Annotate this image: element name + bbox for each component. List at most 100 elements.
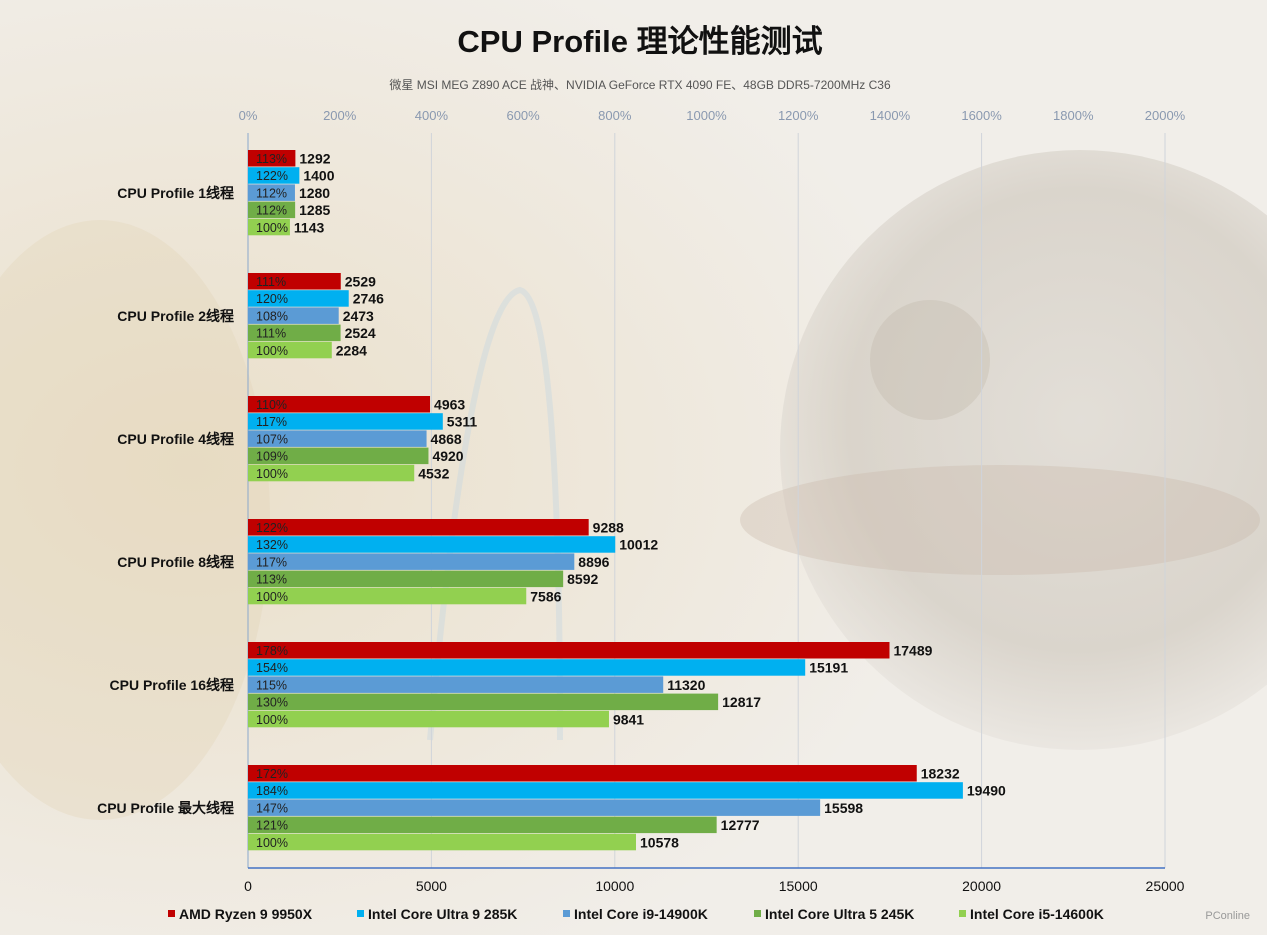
data-label: 11320 xyxy=(667,677,705,693)
top-tick-label: 800% xyxy=(598,108,632,123)
percent-label: 108% xyxy=(256,309,288,323)
data-label: 4532 xyxy=(418,465,449,481)
data-label: 4868 xyxy=(431,431,462,447)
percent-label: 112% xyxy=(256,204,287,218)
percent-label: 112% xyxy=(256,186,287,200)
data-label: 19490 xyxy=(967,783,1006,799)
data-label: 5311 xyxy=(447,414,478,430)
bar xyxy=(248,570,564,588)
top-tick-label: 2000% xyxy=(1145,108,1186,123)
data-label: 9841 xyxy=(613,711,644,727)
legend-swatch xyxy=(754,910,761,917)
bar xyxy=(248,833,637,851)
category-label: CPU Profile 最大线程 xyxy=(97,800,234,816)
data-label: 17489 xyxy=(893,643,932,659)
bar xyxy=(248,290,349,307)
percent-label: 113% xyxy=(256,573,287,587)
top-tick-label: 1600% xyxy=(961,108,1002,123)
top-axis-ticks: 0% 200% 400% 600% 800% 1000% 1200% 1400% 1600% 18… xyxy=(239,108,1186,123)
category-label: CPU Profile 1线程 xyxy=(117,185,234,201)
bar xyxy=(248,307,339,324)
bar xyxy=(248,150,296,167)
data-label: 10012 xyxy=(619,537,658,553)
data-label: 2746 xyxy=(353,291,384,307)
category-labels: CPU Profile 1线程 CPU Profile 2线程 CPU Profil… xyxy=(97,185,234,816)
bars: 113% 1292 122% 1400 112% 1280 112% 1285 100% 1143… xyxy=(248,150,1006,851)
percent-label: 130% xyxy=(256,696,288,710)
top-tick-label: 600% xyxy=(506,108,540,123)
top-tick-label: 1200% xyxy=(778,108,819,123)
top-tick-label: 0% xyxy=(239,108,258,123)
data-label: 10578 xyxy=(640,834,679,850)
category-label: CPU Profile 4线程 xyxy=(117,431,234,447)
percent-label: 100% xyxy=(256,344,288,358)
bar xyxy=(248,396,431,413)
category-label: CPU Profile 16线程 xyxy=(110,677,234,693)
bar xyxy=(248,659,806,676)
bottom-tick-label: 25000 xyxy=(1146,878,1185,894)
bar xyxy=(248,553,575,570)
legend-entry: Intel Core Ultra 9 285K xyxy=(368,906,517,922)
percent-label: 100% xyxy=(256,836,288,850)
legend-entry: Intel Core i5-14600K xyxy=(970,906,1104,922)
percent-label: 100% xyxy=(256,221,288,235)
percent-label: 100% xyxy=(256,467,288,481)
gridlines xyxy=(247,133,1166,869)
percent-label: 178% xyxy=(256,644,288,658)
bar xyxy=(248,587,527,605)
legend-entry: AMD Ryzen 9 9950X xyxy=(179,906,313,922)
legend-entry: Intel Core i9-14900K xyxy=(574,906,708,922)
percent-label: 184% xyxy=(256,784,288,798)
top-tick-label: 1400% xyxy=(870,108,911,123)
top-tick-label: 200% xyxy=(323,108,357,123)
category-label: CPU Profile 2线程 xyxy=(117,308,234,324)
bar xyxy=(248,201,296,219)
bar xyxy=(248,519,589,536)
bar xyxy=(248,413,443,430)
bar xyxy=(248,782,963,799)
bottom-tick-label: 0 xyxy=(244,878,252,894)
percent-label: 100% xyxy=(256,590,288,604)
bottom-tick-label: 5000 xyxy=(416,878,447,894)
data-label: 8592 xyxy=(567,571,598,587)
percent-label: 115% xyxy=(256,678,287,692)
legend-swatch xyxy=(168,910,175,917)
percent-label: 120% xyxy=(256,292,288,306)
percent-label: 147% xyxy=(256,801,288,815)
bar xyxy=(248,218,290,236)
data-label: 1285 xyxy=(299,202,330,218)
legend-entry: Intel Core Ultra 5 245K xyxy=(765,906,914,922)
legend-swatch xyxy=(357,910,364,917)
bar xyxy=(248,799,821,816)
bar xyxy=(248,536,616,553)
bar xyxy=(248,693,719,711)
data-label: 15598 xyxy=(824,800,863,816)
bar xyxy=(248,447,429,465)
top-tick-label: 1000% xyxy=(686,108,727,123)
bar xyxy=(248,642,890,659)
data-label: 2524 xyxy=(345,325,376,341)
data-label: 4920 xyxy=(432,448,463,464)
percent-label: 109% xyxy=(256,450,288,464)
watermark: PConline xyxy=(1205,910,1250,922)
bar xyxy=(248,184,295,201)
bar xyxy=(248,430,427,447)
bar xyxy=(248,710,609,728)
data-label: 1292 xyxy=(299,151,330,167)
percent-label: 111% xyxy=(256,275,286,289)
percent-label: 154% xyxy=(256,661,288,675)
bar xyxy=(248,816,717,834)
data-label: 8896 xyxy=(578,554,609,570)
bottom-tick-label: 20000 xyxy=(962,878,1001,894)
chart-title: CPU Profile 理论性能测试 xyxy=(457,24,822,59)
data-label: 2473 xyxy=(343,308,374,324)
data-label: 4963 xyxy=(434,397,465,413)
data-label: 1280 xyxy=(299,185,330,201)
percent-label: 121% xyxy=(256,819,288,833)
percent-label: 110% xyxy=(256,398,287,412)
bar xyxy=(248,676,664,693)
data-label: 12817 xyxy=(722,694,761,710)
percent-label: 107% xyxy=(256,432,288,446)
percent-label: 111% xyxy=(256,327,286,341)
data-label: 12777 xyxy=(721,817,760,833)
